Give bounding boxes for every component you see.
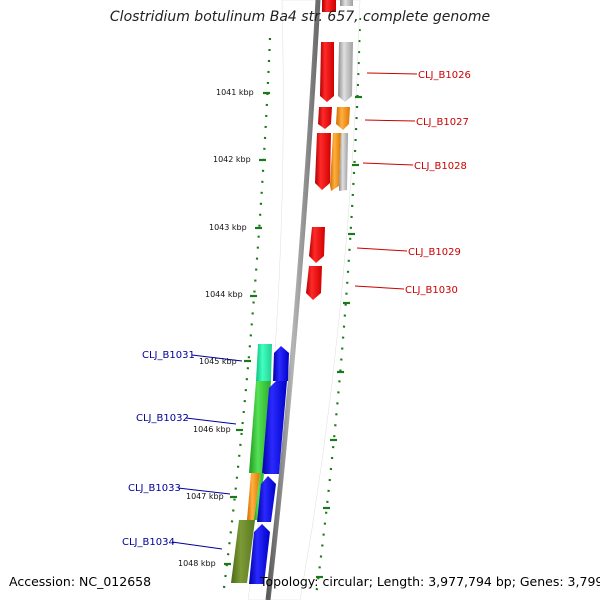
tick-label-1048: 1048 kbp xyxy=(178,559,216,568)
tick-label-1043: 1043 kbp xyxy=(209,223,247,232)
tick-label-1046: 1046 kbp xyxy=(193,425,231,434)
tick-label-1045: 1045 kbp xyxy=(199,357,237,366)
reverse-track xyxy=(231,344,289,584)
forward-gene-labels: CLJ_B1026 CLJ_B1027 CLJ_B1028 CLJ_B1029 … xyxy=(354,70,471,296)
leader-line xyxy=(366,72,418,75)
gene-label-clj-b1028[interactable]: CLJ_B1028 xyxy=(414,161,467,172)
accession-text: Accession: NC_012658 xyxy=(9,574,152,589)
gene-cds-red[interactable] xyxy=(315,133,331,190)
gene-cds-blue[interactable] xyxy=(262,381,287,474)
gene-cds-blue[interactable] xyxy=(273,346,289,381)
gene-label-clj-b1031[interactable]: CLJ_B1031 xyxy=(142,350,195,361)
tick-label-1047: 1047 kbp xyxy=(186,492,224,501)
genome-summary-text: Topology: circular; Length: 3,977,794 bp… xyxy=(260,574,600,589)
gene-label-clj-b1034[interactable]: CLJ_B1034 xyxy=(122,537,175,548)
gene-label-clj-b1026[interactable]: CLJ_B1026 xyxy=(418,70,471,81)
leader-line xyxy=(354,285,405,290)
gene-cds-grey[interactable] xyxy=(338,42,353,102)
gene-cds-orange[interactable] xyxy=(330,133,341,191)
gene-cds-orange[interactable] xyxy=(247,473,260,520)
leader-line xyxy=(356,247,408,252)
gene-cds-blue[interactable] xyxy=(249,524,270,584)
gene-cds-red[interactable] xyxy=(306,266,322,300)
leader-line xyxy=(364,119,416,122)
leader-line xyxy=(177,487,231,495)
leader-line xyxy=(362,162,414,166)
genome-backbone xyxy=(265,0,321,600)
forward-track xyxy=(306,0,353,300)
gene-label-clj-b1029[interactable]: CLJ_B1029 xyxy=(408,247,461,258)
inner-tick-ring xyxy=(221,37,272,597)
gene-cds-olive[interactable] xyxy=(231,520,255,583)
reverse-gene-labels: CLJ_B1031 CLJ_B1032 CLJ_B1033 CLJ_B1034 xyxy=(122,350,243,550)
gene-cds-red[interactable] xyxy=(318,107,332,129)
tick-label-1042: 1042 kbp xyxy=(213,155,251,164)
tick-marks xyxy=(224,91,362,579)
gene-label-clj-b1027[interactable]: CLJ_B1027 xyxy=(416,117,469,128)
gene-cds-teal[interactable] xyxy=(256,344,272,381)
gene-cds-red[interactable] xyxy=(322,0,336,12)
leader-line xyxy=(171,541,223,550)
gene-cds-red[interactable] xyxy=(309,227,325,263)
gene-cds-red[interactable] xyxy=(320,42,334,102)
gene-cds-blue[interactable] xyxy=(257,476,276,522)
gene-label-clj-b1030[interactable]: CLJ_B1030 xyxy=(405,285,458,296)
map-title: Clostridium botulinum Ba4 str. 657, comp… xyxy=(109,9,491,25)
gene-cds-grey[interactable] xyxy=(339,133,348,191)
tick-label-1041: 1041 kbp xyxy=(216,88,254,97)
gene-label-clj-b1033[interactable]: CLJ_B1033 xyxy=(128,483,181,494)
leader-line xyxy=(191,354,243,362)
gene-cds-grey[interactable] xyxy=(340,0,353,6)
leader-line xyxy=(185,417,237,425)
gene-label-clj-b1032[interactable]: CLJ_B1032 xyxy=(136,413,189,424)
gene-cds-orange[interactable] xyxy=(336,107,350,130)
tick-labels: 1041 kbp 1042 kbp 1043 kbp 1044 kbp 1045… xyxy=(178,88,254,568)
tick-label-1044: 1044 kbp xyxy=(205,290,243,299)
